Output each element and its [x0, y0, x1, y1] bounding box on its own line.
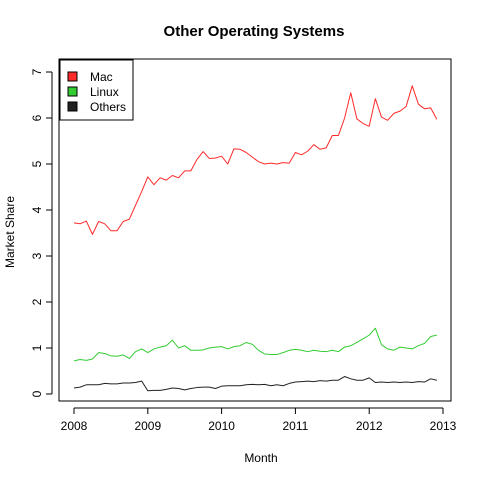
series-line-linux [73, 327, 437, 362]
x-tick-label: 2013 [430, 419, 457, 433]
x-tick-label: 2010 [208, 419, 235, 433]
legend-swatch-mac [67, 71, 78, 82]
plot-border [58, 58, 452, 402]
y-tick-label: 2 [30, 298, 44, 305]
legend-label-mac: Mac [90, 70, 113, 84]
y-tick-label: 1 [30, 344, 44, 351]
x-tick-label: 2008 [61, 419, 88, 433]
x-tick-label: 2011 [282, 419, 308, 433]
series-line-others [73, 376, 437, 392]
x-tick-label: 2012 [356, 419, 383, 433]
y-tick-label: 3 [30, 252, 44, 259]
series-lines [73, 85, 438, 392]
series-line-mac [73, 85, 438, 235]
y-tick-label: 0 [30, 390, 44, 397]
x-axis: 2008 2009 2010 2011 2012 2013 [61, 407, 457, 433]
x-tick-label: 2009 [134, 419, 161, 433]
y-tick-label: 6 [30, 114, 44, 121]
y-axis: 0 1 2 3 4 5 6 7 [30, 68, 53, 397]
chart-title: Other Operating Systems [164, 23, 345, 40]
y-tick-label: 5 [30, 160, 44, 167]
y-axis-title: Market Share [3, 196, 17, 268]
x-axis-title: Month [244, 451, 277, 465]
y-tick-label: 4 [30, 206, 44, 213]
y-tick-label: 7 [30, 68, 44, 75]
legend-label-others: Others [90, 100, 126, 114]
legend-label-linux: Linux [90, 85, 119, 99]
legend-swatch-others [67, 101, 78, 112]
legend-swatch-linux [67, 86, 78, 97]
